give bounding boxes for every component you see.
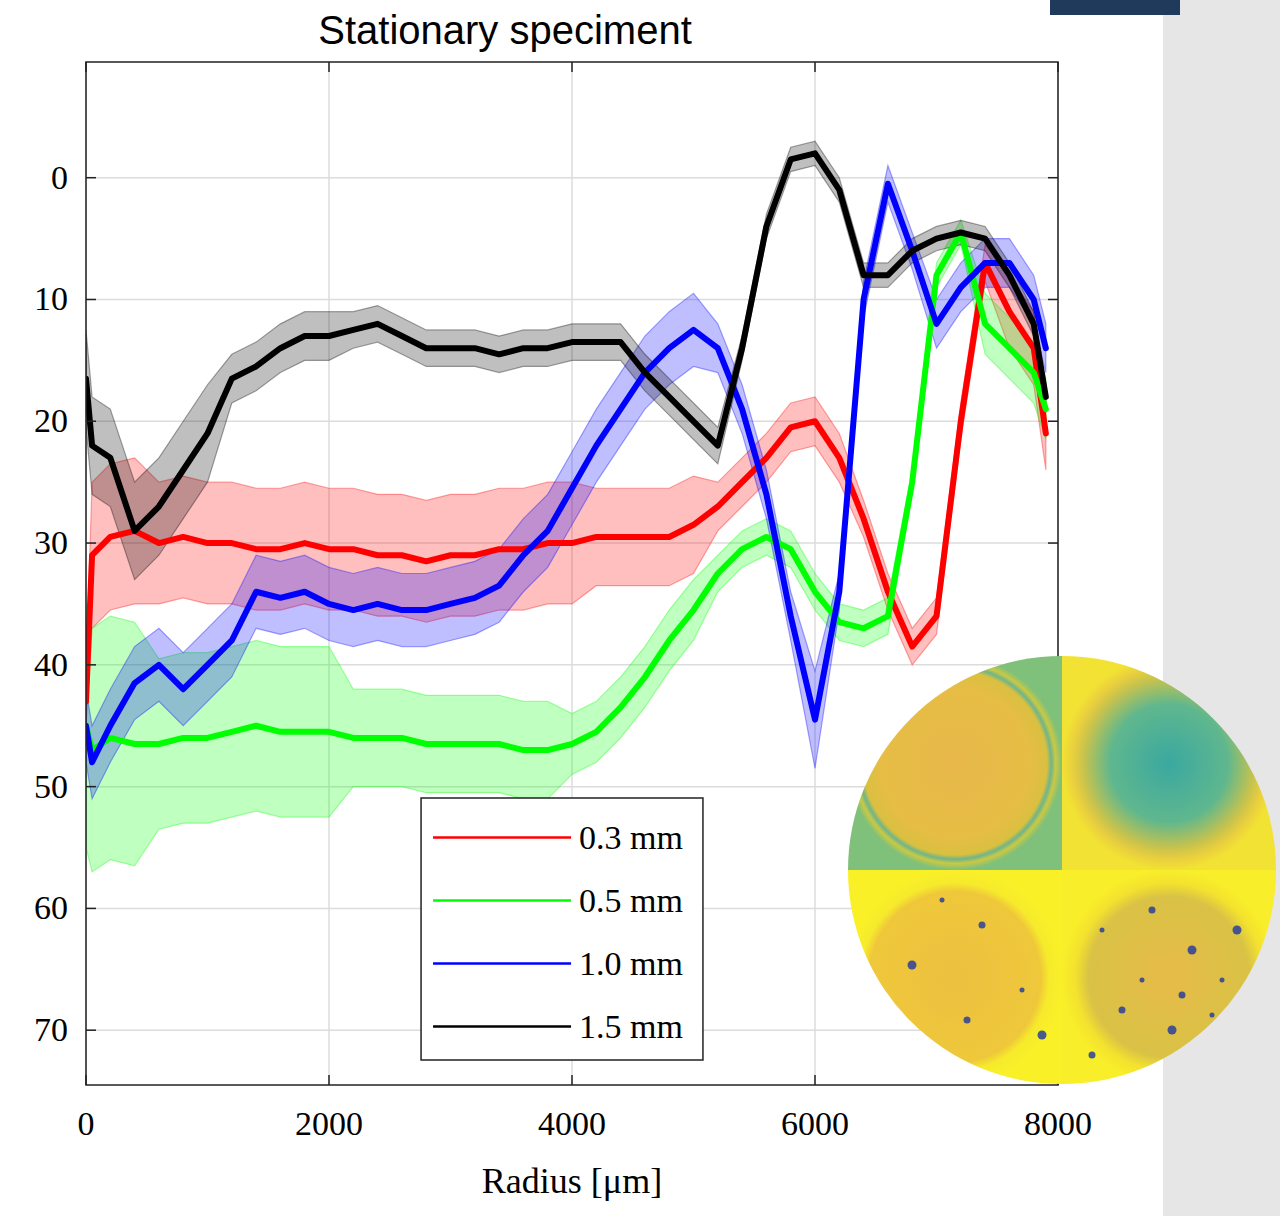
specimen-inset xyxy=(848,656,1276,1084)
x-tick-label: 6000 xyxy=(781,1105,849,1142)
x-tick xyxy=(328,62,330,72)
legend-label: 1.0 mm xyxy=(579,945,683,982)
specimen-pit xyxy=(1220,978,1225,983)
specimen-quadrant xyxy=(1062,870,1276,1084)
x-tick-label: 8000 xyxy=(1024,1105,1092,1142)
specimen-pit xyxy=(1038,1031,1047,1040)
specimen-pit xyxy=(1100,928,1105,933)
grid-line xyxy=(86,421,1058,423)
y-tick xyxy=(86,177,96,179)
legend-swatch xyxy=(433,1025,571,1028)
y-tick-label: 70 xyxy=(34,1011,68,1048)
chart-title: Stationary speciment xyxy=(318,8,692,52)
series-line xyxy=(86,153,1046,531)
y-tick xyxy=(86,908,96,910)
y-tick-label: 10 xyxy=(34,280,68,317)
y-tick-label: 60 xyxy=(34,889,68,926)
specimen-pit xyxy=(1210,1013,1215,1018)
y-tick-label: 0 xyxy=(51,159,68,196)
y-tick xyxy=(1048,299,1058,301)
y-tick-label: 40 xyxy=(34,646,68,683)
y-tick xyxy=(86,664,96,666)
series-line xyxy=(86,263,1046,701)
y-tick-label: 20 xyxy=(34,402,68,439)
legend-swatch xyxy=(433,962,571,965)
x-tick xyxy=(85,1075,87,1085)
specimen-pit xyxy=(1233,926,1242,935)
y-tick-label: 50 xyxy=(34,768,68,805)
specimen-quadrant xyxy=(1062,656,1276,870)
specimen-pit xyxy=(1089,1052,1096,1059)
error-band xyxy=(86,141,1046,579)
legend-label: 1.5 mm xyxy=(579,1008,683,1045)
specimen-pit xyxy=(940,898,945,903)
legend-swatch xyxy=(433,899,571,902)
x-tick-label: 4000 xyxy=(538,1105,606,1142)
header-bar xyxy=(1050,0,1180,15)
x-tick xyxy=(814,1075,816,1085)
legend-label: 0.5 mm xyxy=(579,882,683,919)
y-tick xyxy=(86,786,96,788)
x-axis-title: Radius [μm] xyxy=(482,1161,662,1201)
grid-line xyxy=(86,299,1058,301)
series-line xyxy=(86,184,1046,762)
y-tick xyxy=(86,299,96,301)
legend-swatch xyxy=(433,836,571,839)
specimen-quadrant xyxy=(848,656,1062,870)
specimen-pit xyxy=(1119,1007,1126,1014)
specimen-quadrant xyxy=(848,870,1062,1084)
legend-box xyxy=(421,798,703,1060)
y-tick xyxy=(1048,421,1058,423)
series-line xyxy=(86,233,1046,751)
x-tick xyxy=(1057,62,1059,72)
legend-label: 0.3 mm xyxy=(579,819,683,856)
y-tick xyxy=(1048,542,1058,544)
specimen-pit xyxy=(979,922,986,929)
specimen-pit xyxy=(1188,946,1197,955)
grid-line xyxy=(86,177,1058,179)
y-tick-label: 30 xyxy=(34,524,68,561)
specimen-pit xyxy=(1168,1026,1177,1035)
x-tick xyxy=(85,62,87,72)
y-tick xyxy=(86,1029,96,1031)
specimen-pit xyxy=(908,961,917,970)
x-tick xyxy=(571,62,573,72)
specimen-pit xyxy=(1020,988,1025,993)
x-tick xyxy=(814,62,816,72)
specimen-pit xyxy=(1179,992,1186,999)
specimen-pit xyxy=(964,1017,971,1024)
y-tick xyxy=(86,542,96,544)
specimen-pit xyxy=(1140,978,1145,983)
x-tick-label: 2000 xyxy=(295,1105,363,1142)
x-tick xyxy=(571,1075,573,1085)
x-tick xyxy=(328,1075,330,1085)
legend: 0.3 mm 0.5 mm 1.0 mm 1.5 mm xyxy=(421,798,703,1060)
y-tick xyxy=(1048,177,1058,179)
specimen-pit xyxy=(1149,907,1156,914)
y-tick xyxy=(86,421,96,423)
x-tick-label: 0 xyxy=(78,1105,95,1142)
